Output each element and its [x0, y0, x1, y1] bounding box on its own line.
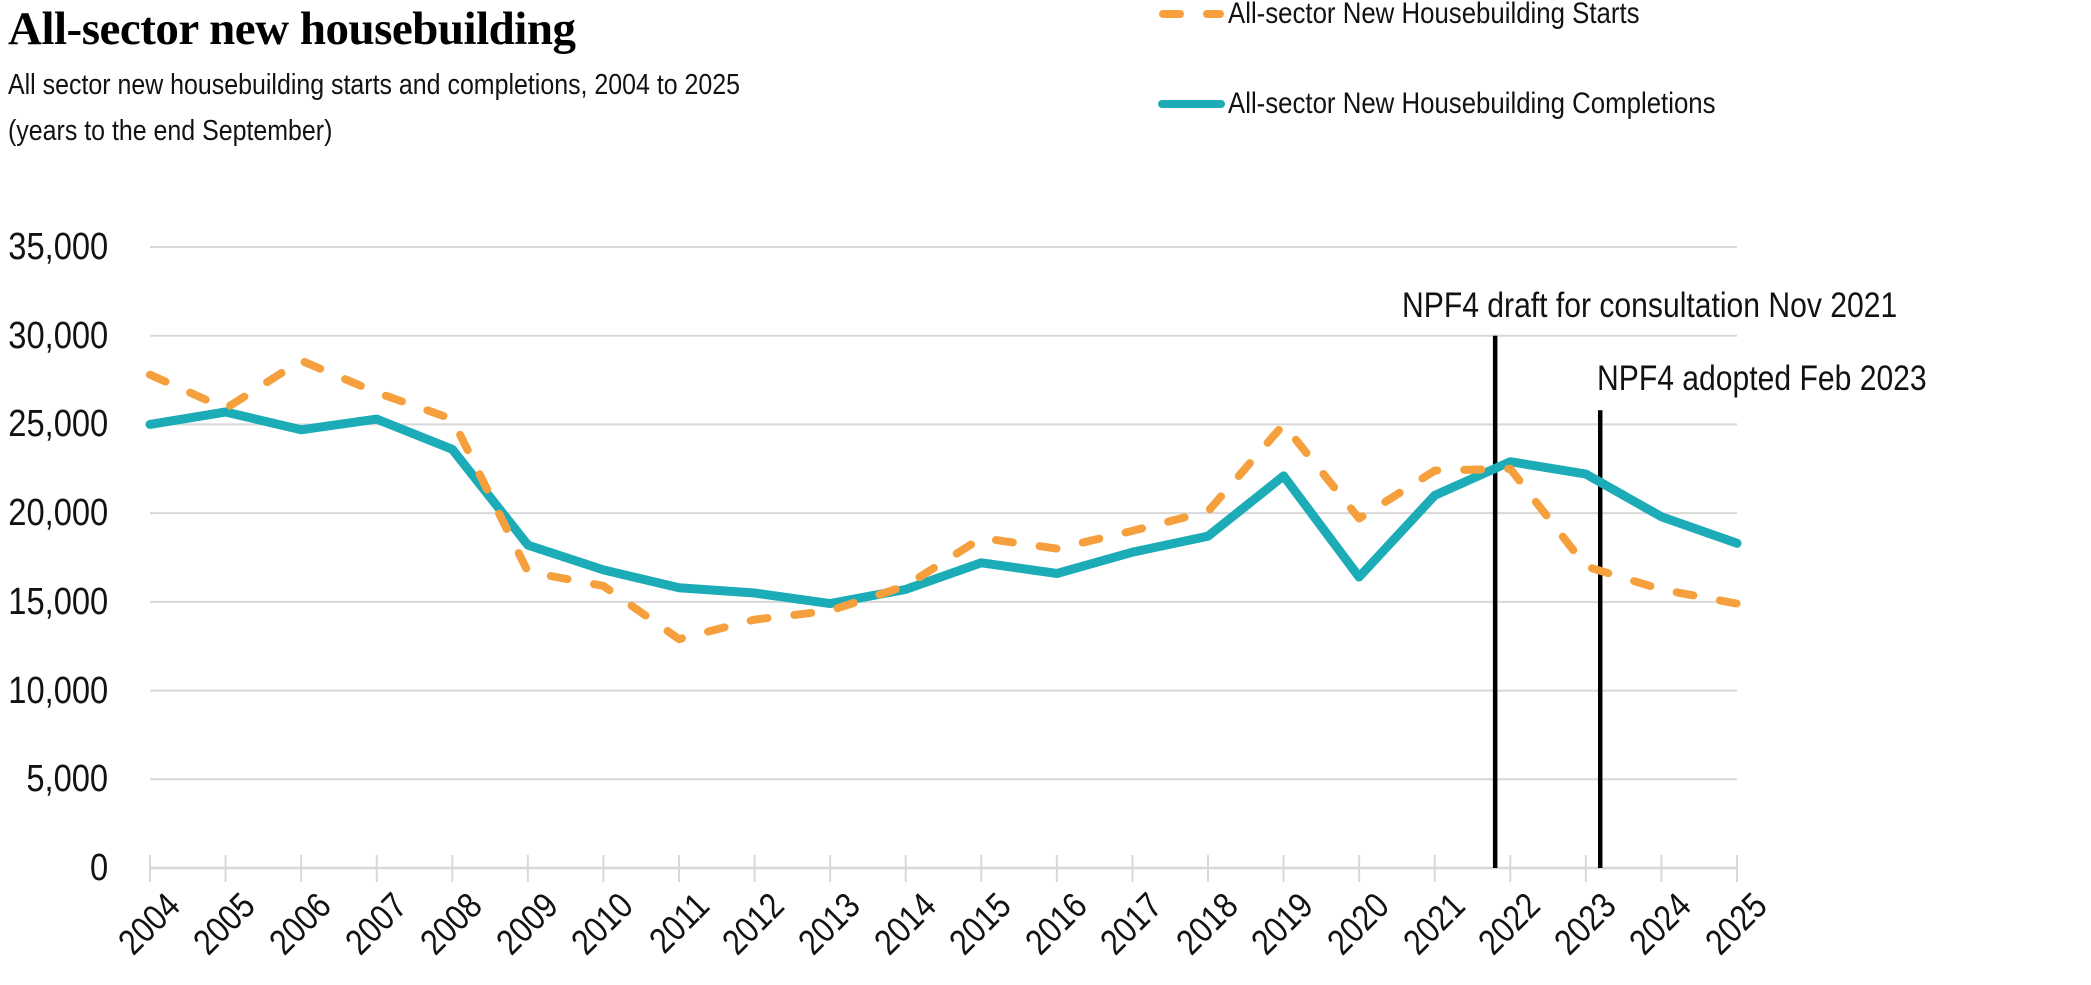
- y-axis-tick-label: 30,000: [8, 314, 108, 357]
- x-axis-tick-label: 2004: [109, 884, 188, 963]
- x-axis-tick-label: 2022: [1470, 884, 1548, 963]
- x-axis-tick-label: 2021: [1394, 884, 1473, 963]
- x-axis-tick-label: 2016: [1016, 884, 1095, 963]
- x-axis-tick-label: 2007: [336, 884, 415, 963]
- legend-label-completions: All-sector New Housebuilding Completions: [1228, 87, 1716, 120]
- x-axis-tick-label: 2008: [412, 884, 490, 963]
- x-axis-tick-label: 2025: [1696, 884, 1775, 963]
- y-axis-tick-label: 5,000: [26, 758, 108, 801]
- x-axis-tick-label: 2012: [714, 884, 793, 963]
- legend-label-starts: All-sector New Housebuilding Starts: [1228, 0, 1640, 30]
- y-axis-tick-label: 0: [89, 847, 108, 889]
- completions-line-swatch-icon: [1158, 100, 1225, 108]
- x-axis-tick-label: 2018: [1167, 884, 1246, 963]
- y-axis-tick-label: 20,000: [8, 492, 108, 535]
- series-completions-line: [145, 407, 1742, 609]
- x-axis-tick-label: 2020: [1319, 884, 1397, 963]
- x-axis-tick-label: 2014: [865, 884, 944, 963]
- y-axis-tick-label: 15,000: [8, 580, 108, 623]
- x-axis-tick-label: 2011: [640, 884, 717, 961]
- x-axis-tick-label: 2006: [261, 884, 339, 963]
- y-axis-tick-label: 35,000: [8, 226, 108, 268]
- y-axis-tick-label: 25,000: [8, 403, 108, 446]
- series-starts-line: [146, 356, 1741, 644]
- subtitle-line-2: (years to the end September): [8, 115, 333, 147]
- x-axis-tick-label: 2013: [790, 884, 868, 963]
- x-axis-tick-label: 2023: [1545, 884, 1624, 963]
- x-axis-tick-label: 2005: [185, 884, 264, 963]
- x-axis-tick-label: 2009: [487, 884, 566, 963]
- annotation-label-npf4-adopted: NPF4 adopted Feb 2023: [1597, 359, 1927, 398]
- x-axis-tick-label: 2017: [1092, 884, 1171, 963]
- page-title: All-sector new housebuilding: [8, 3, 576, 55]
- subtitle-line-1: All sector new housebuilding starts and …: [8, 69, 741, 101]
- x-axis-tick-label: 2010: [563, 884, 642, 963]
- starts-line-swatch-icon: [1159, 10, 1224, 18]
- x-axis-tick-label: 2024: [1621, 884, 1700, 963]
- y-axis-tick-label: 10,000: [8, 669, 108, 712]
- x-axis-tick-label: 2015: [941, 884, 1019, 963]
- chart-subtitle: All sector new housebuilding starts and …: [8, 62, 859, 154]
- annotation-label-npf4-draft: NPF4 draft for consultation Nov 2021: [1402, 286, 1898, 325]
- x-axis-tick-label: 2019: [1243, 884, 1322, 963]
